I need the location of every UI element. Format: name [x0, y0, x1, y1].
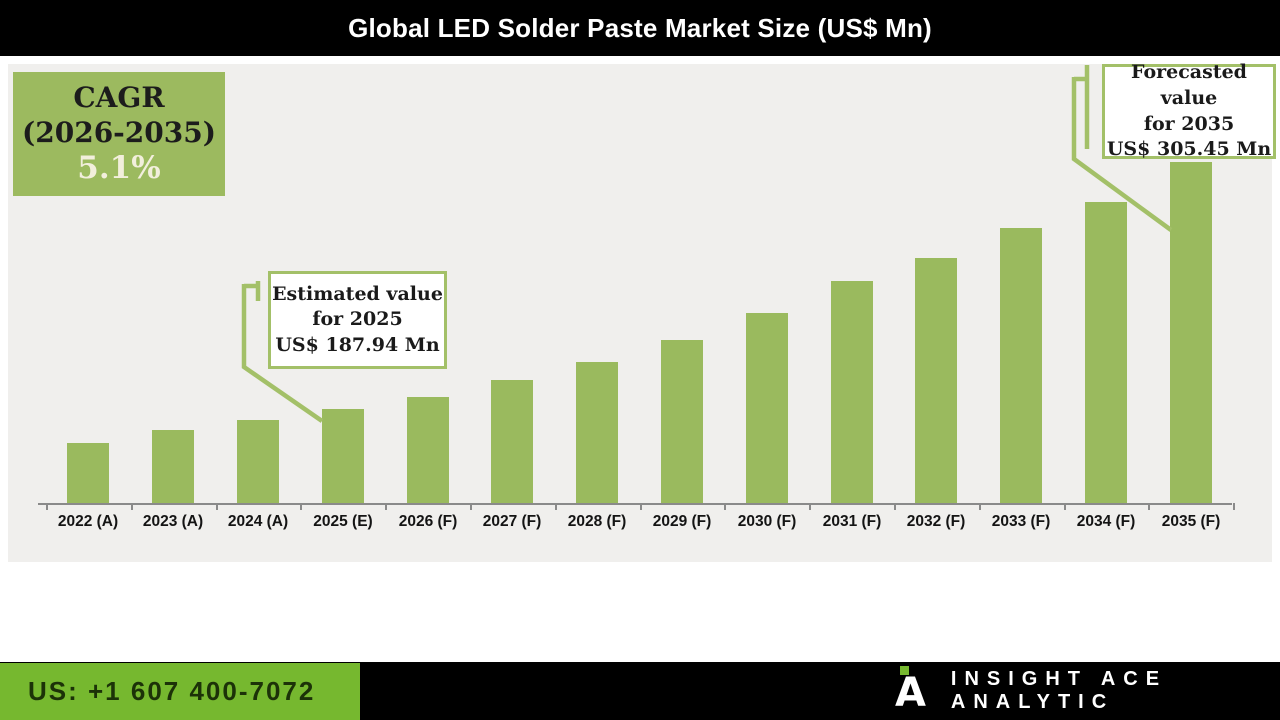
x-label-2026(F): 2026 (F): [398, 513, 458, 530]
brand-name: INSIGHT ACE ANALYTIC: [950, 668, 1168, 713]
x-label-2029(F): 2029 (F): [652, 513, 712, 530]
x-label-2030(F): 2030 (F): [737, 513, 797, 530]
brand-logo: A INSIGHT ACE ANALYTIC: [893, 662, 1280, 720]
x-label-2025(E): 2025 (E): [313, 513, 373, 530]
bar-2026(F): [407, 397, 449, 503]
bar-2029(F): [661, 340, 703, 503]
x-label-2035(F): 2035 (F): [1161, 513, 1221, 530]
cagr-label: CAGR: [73, 81, 165, 115]
bar-2022(A): [67, 443, 109, 503]
x-label-2022(A): 2022 (A): [57, 513, 119, 530]
x-label-2023(A): 2023 (A): [142, 513, 204, 530]
brand-green-dot-icon: [900, 666, 909, 675]
bar-2035(F): [1170, 162, 1212, 503]
x-axis-tick: [809, 503, 812, 510]
brand-a-mark-icon: A: [893, 665, 926, 717]
cagr-range: (2026-2035): [22, 116, 216, 150]
page-title: Global LED Solder Paste Market Size (US$…: [348, 12, 932, 43]
bar-2034(F): [1085, 202, 1127, 503]
bar-2033(F): [1000, 228, 1042, 503]
bar-2027(F): [491, 380, 533, 503]
estimated-line-1: Estimated value: [272, 282, 443, 305]
x-label-2032(F): 2032 (F): [906, 513, 966, 530]
x-axis-tick: [46, 503, 48, 510]
x-axis-tick: [724, 503, 727, 510]
estimated-line-3: US$ 187.94 Mn: [275, 333, 440, 356]
bar-2024(A): [237, 420, 279, 503]
x-axis-tick: [1063, 503, 1066, 510]
callout-estimated: Estimated value for 2025 US$ 187.94 Mn: [268, 271, 447, 369]
x-axis-tick: [130, 503, 133, 510]
bar-2032(F): [915, 258, 957, 503]
bar-2028(F): [576, 362, 618, 503]
x-label-2028(F): 2028 (F): [567, 513, 627, 530]
x-axis-tick: [1148, 503, 1151, 510]
cagr-box: CAGR (2026-2035) 5.1%: [13, 72, 225, 196]
bar-2025(E): [322, 409, 364, 503]
estimated-line-2: for 2025: [312, 308, 403, 331]
x-axis-tick: [894, 503, 896, 510]
x-axis-tick: [554, 503, 557, 510]
contributors-bar: Market Contributors: AIMCo Heraeus: [0, 562, 1280, 662]
chart-panel: CAGR (2026-2035) 5.1% Estimated value fo…: [8, 61, 1276, 562]
phone-number: US: +1 607 400-7072: [28, 676, 316, 706]
forecast-line-1: Forecasted value: [1131, 61, 1247, 109]
x-axis-tick: [639, 503, 642, 510]
x-axis-tick: [470, 503, 472, 510]
x-label-2031(F): 2031 (F): [822, 513, 882, 530]
x-label-2024(A): 2024 (A): [227, 513, 289, 530]
forecast-line-3: US$ 305.45 Mn: [1106, 138, 1272, 161]
x-axis-line: [38, 503, 1232, 505]
forecast-line-2: for 2035: [1143, 112, 1235, 135]
x-axis-tick: [385, 503, 388, 510]
bar-2023(A): [152, 430, 194, 503]
phone-banner: US: +1 607 400-7072: [0, 663, 360, 720]
footer-bar: US: +1 607 400-7072 A INSIGHT ACE ANALYT…: [0, 662, 1280, 720]
bar-2031(F): [831, 281, 873, 503]
x-label-2033(F): 2033 (F): [991, 513, 1051, 530]
cagr-value: 5.1%: [77, 150, 161, 187]
x-label-2027(F): 2027 (F): [482, 513, 542, 530]
x-axis-tick: [978, 503, 981, 510]
x-axis-tick: [300, 503, 303, 510]
x-axis-tick: [215, 503, 218, 510]
callout-forecasted: Forecasted value for 2035 US$ 305.45 Mn: [1102, 61, 1276, 160]
bar-2030(F): [746, 313, 788, 503]
x-label-2034(F): 2034 (F): [1076, 513, 1136, 530]
x-axis-tick: [1233, 503, 1236, 510]
title-bar: Global LED Solder Paste Market Size (US$…: [0, 0, 1280, 56]
